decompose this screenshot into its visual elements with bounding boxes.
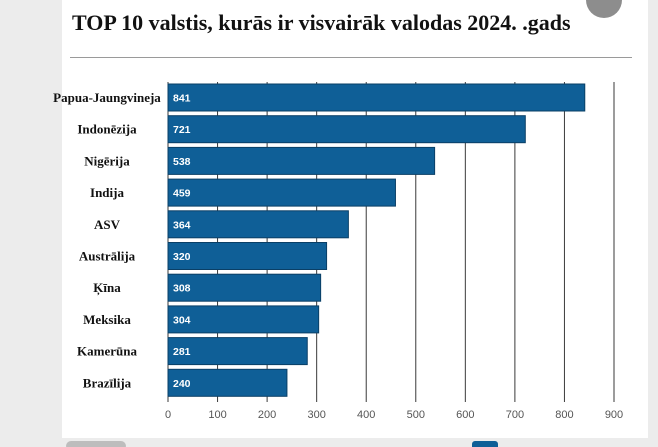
bar: [167, 210, 349, 239]
category-label-box: [62, 305, 144, 333]
bar: [167, 337, 308, 366]
category-label-box: [62, 179, 144, 207]
category-label: Papua-Jaungvineja: [53, 90, 161, 105]
bar: [167, 115, 526, 144]
category-label-box: [62, 274, 144, 302]
x-tick-label: 400: [357, 409, 375, 421]
x-tick-label: 200: [258, 409, 276, 421]
bar: [167, 146, 436, 175]
category-label: Ķīna: [93, 280, 121, 296]
category-label-box: [62, 147, 144, 175]
x-tick-label: 700: [506, 409, 524, 421]
bar: [167, 273, 322, 302]
bar-value-label: 304: [173, 314, 191, 326]
x-tick-label: 500: [407, 409, 425, 421]
bar-value-label: 721: [173, 124, 191, 136]
category-label-box: [62, 115, 144, 143]
bar-value-label: 320: [173, 251, 191, 263]
x-tick-label: 900: [605, 409, 623, 421]
category-label: Indija: [90, 185, 124, 200]
category-label: Nigērija: [84, 153, 130, 168]
bar-value-label: 308: [173, 283, 191, 295]
category-label-box: [62, 337, 144, 365]
category-label-box: [62, 369, 144, 397]
bar-value-label: 364: [173, 219, 191, 231]
bar-value-label: 459: [173, 188, 191, 200]
bar-value-label: 240: [173, 378, 191, 390]
category-label: Kamerūna: [77, 344, 137, 359]
bar-value-label: 538: [173, 156, 191, 168]
bar: [167, 368, 288, 397]
legend-swatch: [472, 441, 498, 447]
x-tick-label: 300: [307, 409, 325, 421]
chart-title: TOP 10 valstis, kurās ir visvairāk valod…: [72, 10, 571, 35]
bar: [167, 305, 320, 334]
category-label: ASV: [94, 217, 121, 232]
category-label-box: [62, 210, 144, 238]
bar-value-label: 281: [173, 346, 191, 358]
category-label: Brazīlija: [83, 375, 132, 390]
bottom-toolbar-button[interactable]: [66, 441, 126, 447]
x-tick-label: 100: [208, 409, 226, 421]
x-tick-label: 0: [165, 409, 171, 421]
category-label-box: [62, 242, 144, 270]
x-tick-label: 800: [555, 409, 573, 421]
chart-card: [62, 0, 648, 438]
overlay-button-edge[interactable]: [586, 0, 622, 18]
bar: [167, 242, 328, 270]
title-divider: [70, 57, 632, 58]
category-label: Meksika: [83, 312, 131, 327]
x-tick-label: 600: [456, 409, 474, 421]
category-label: Indonēzija: [77, 122, 137, 137]
bar: [167, 83, 586, 112]
bar-value-label: 841: [173, 93, 191, 105]
category-label: Austrālija: [79, 249, 136, 264]
category-label-box: [62, 84, 144, 111]
bar: [167, 178, 396, 207]
